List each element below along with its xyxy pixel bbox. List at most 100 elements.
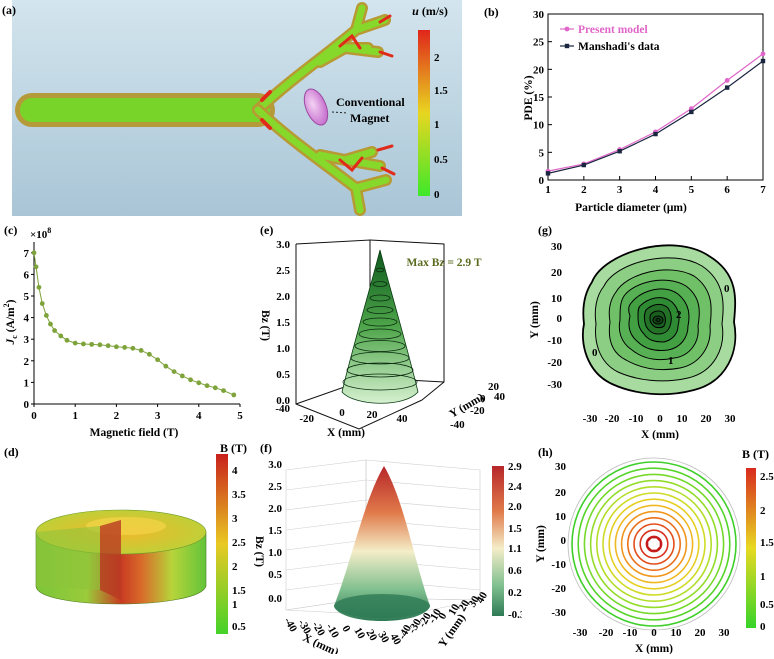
contour-rings-e bbox=[342, 267, 418, 391]
contour-label: 0 bbox=[724, 283, 730, 295]
svg-text:0: 0 bbox=[436, 610, 449, 621]
outer-boundary bbox=[567, 457, 741, 631]
svg-text:0: 0 bbox=[480, 393, 486, 405]
panel-a: Conventional Magnet (a) u (m/s) 2 1.5 1 … bbox=[0, 0, 462, 216]
data-point bbox=[138, 348, 144, 353]
colorbar-a-title: u (m/s) bbox=[412, 4, 448, 18]
contour-ring bbox=[639, 529, 669, 559]
magnet-annotation-line1: Conventional bbox=[336, 95, 405, 109]
data-point bbox=[617, 149, 622, 154]
y-tick-label: 4 bbox=[24, 313, 30, 325]
data-point bbox=[97, 342, 103, 348]
x-tick-label: 0 bbox=[31, 410, 37, 422]
data-point bbox=[122, 345, 128, 350]
panel-f-label: (f) bbox=[260, 441, 272, 455]
svg-text:2: 2 bbox=[232, 561, 238, 573]
data-point bbox=[33, 264, 39, 270]
axis-x-g: -30 -20 -10 0 10 20 30 bbox=[583, 413, 736, 425]
panel-d-label: (d) bbox=[4, 445, 19, 459]
svg-text:0: 0 bbox=[339, 624, 352, 635]
svg-text:2.5: 2.5 bbox=[760, 471, 774, 483]
x-tick-label: 4 bbox=[196, 410, 202, 422]
data-point bbox=[724, 78, 730, 83]
y-tick-label: 15 bbox=[533, 92, 545, 104]
svg-text:0.5: 0.5 bbox=[268, 569, 282, 581]
svg-text:-30: -30 bbox=[573, 627, 588, 639]
data-point bbox=[48, 321, 53, 327]
panel-e-label: (e) bbox=[260, 223, 273, 237]
axis-y-e: -40 -20 0 20 40 bbox=[450, 381, 506, 431]
svg-text:3: 3 bbox=[232, 513, 238, 525]
contour-label: 1 bbox=[668, 355, 674, 367]
colorbar-a-tick: 1.5 bbox=[434, 85, 448, 97]
data-point bbox=[155, 357, 161, 363]
panel-h-label: (h) bbox=[538, 445, 553, 459]
svg-text:0: 0 bbox=[651, 627, 657, 639]
legend-label: Present model bbox=[578, 24, 648, 36]
y-tick-label: 7 bbox=[24, 248, 30, 260]
svg-text:40: 40 bbox=[397, 413, 409, 425]
chart-c-xlabel: Magnetic field (T) bbox=[90, 427, 179, 439]
data-point bbox=[163, 363, 169, 369]
data-point bbox=[36, 284, 42, 290]
y-tick-label: 2 bbox=[24, 356, 30, 368]
surface-cone-f bbox=[334, 466, 430, 621]
colorbar-a-tick: 0 bbox=[434, 189, 440, 201]
panel-b-label: (b) bbox=[484, 5, 499, 19]
axis-z-e: 3.0 2.5 2.0 1.5 1.0 0.5 0.0 bbox=[276, 239, 290, 407]
svg-text:-20: -20 bbox=[470, 405, 485, 417]
svg-text:20: 20 bbox=[701, 413, 713, 425]
chart-g-xlabel: X (mm) bbox=[641, 429, 679, 440]
contour-ring bbox=[577, 467, 731, 621]
colorbar-a bbox=[418, 30, 430, 196]
panel-h: (h) 30 20 10 0 -10 -20 -30 Y (mm) -30 -2… bbox=[524, 440, 774, 655]
data-point bbox=[188, 377, 193, 383]
svg-text:1.0: 1.0 bbox=[276, 343, 290, 355]
svg-text:0.0: 0.0 bbox=[276, 395, 290, 407]
legend-marker bbox=[564, 43, 570, 49]
svg-text:-20: -20 bbox=[599, 627, 614, 639]
data-point bbox=[31, 250, 37, 256]
data-point bbox=[81, 341, 86, 347]
svg-text:2.5: 2.5 bbox=[268, 481, 282, 493]
panel-g: (g) 0 2 1 0 30 20 10 0 -10 -20 -30 Y (mm… bbox=[524, 222, 774, 441]
data-point bbox=[43, 313, 49, 318]
axis-z-f: 3.0 2.5 2.0 1.5 1.0 0.5 0.0 bbox=[268, 459, 282, 605]
svg-text:1.5: 1.5 bbox=[232, 585, 246, 597]
contour-label: 0 bbox=[592, 347, 598, 359]
svg-text:20: 20 bbox=[555, 487, 567, 499]
x-tick-label: 2 bbox=[581, 184, 587, 196]
x-tick-label: 6 bbox=[724, 184, 730, 196]
contour-ring bbox=[614, 504, 694, 584]
y-tick-label: 0 bbox=[24, 399, 30, 411]
panel-f: (f) 2.9 2.4 2.0 1.5 1.1 0.6 0.2 -0.3 3.0… bbox=[253, 440, 526, 659]
colorbar-h bbox=[746, 468, 756, 628]
svg-text:-20: -20 bbox=[551, 583, 566, 595]
plot-frame-b bbox=[547, 13, 764, 181]
y-tick-label: 6 bbox=[24, 269, 30, 281]
svg-text:1.5: 1.5 bbox=[760, 537, 774, 549]
svg-text:0.2: 0.2 bbox=[508, 587, 522, 599]
svg-text:-20: -20 bbox=[299, 413, 314, 425]
chart-c-multiplier: ×108 bbox=[30, 226, 51, 241]
svg-text:-10: -10 bbox=[623, 627, 638, 639]
magnet-pointer bbox=[331, 111, 349, 114]
svg-text:1: 1 bbox=[760, 571, 766, 583]
colorbar-a-tick: 0.5 bbox=[434, 154, 448, 166]
chart-h-ylabel: Y (mm) bbox=[535, 525, 547, 563]
contour-ring bbox=[602, 492, 706, 596]
x-tick-label: 5 bbox=[689, 184, 695, 196]
data-point bbox=[52, 328, 57, 333]
svg-text:3.5: 3.5 bbox=[232, 489, 246, 501]
colorbar-d bbox=[216, 454, 228, 634]
svg-text:1.5: 1.5 bbox=[276, 317, 290, 329]
contour-ring bbox=[589, 479, 719, 609]
data-point bbox=[72, 340, 78, 346]
svg-text:2: 2 bbox=[760, 505, 766, 517]
data-point bbox=[760, 51, 766, 57]
svg-text:2.0: 2.0 bbox=[508, 501, 522, 513]
chart-e-xlabel: X (mm) bbox=[327, 427, 365, 439]
svg-text:20: 20 bbox=[367, 409, 379, 421]
panel-g-label: (g) bbox=[538, 223, 552, 237]
contour-rings-h bbox=[567, 457, 741, 631]
